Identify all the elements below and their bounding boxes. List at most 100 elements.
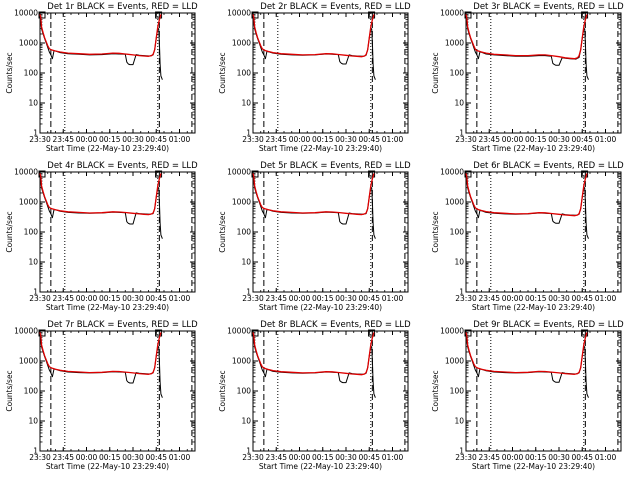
y-axis-label: Counts/sec bbox=[431, 52, 440, 93]
y-tick-label: 100 bbox=[237, 228, 252, 237]
y-tick-label: 10000 bbox=[14, 9, 38, 18]
x-tick-label: 00:30 bbox=[122, 135, 144, 144]
series-line-lld bbox=[39, 14, 162, 57]
x-axis-label: Start Time (22-May-10 23:29:40) bbox=[46, 303, 169, 312]
y-tick-label: 1000 bbox=[19, 39, 38, 48]
y-tick-label: 10000 bbox=[14, 168, 38, 177]
end-marker-box bbox=[155, 11, 163, 19]
start-marker-box bbox=[464, 329, 472, 337]
y-tick-label: 100 bbox=[450, 69, 465, 78]
end-marker-box bbox=[368, 329, 376, 337]
chart-title: Det 8r BLACK = Events, RED = LLD bbox=[260, 320, 411, 330]
plot-frame bbox=[465, 171, 622, 293]
x-tick-label: 00:45 bbox=[571, 135, 593, 144]
series-line-lld bbox=[39, 173, 162, 216]
x-tick-label: 00:30 bbox=[122, 294, 144, 303]
y-tick-label: 1 bbox=[33, 288, 38, 297]
y-axis-label: Counts/sec bbox=[218, 211, 227, 252]
start-marker-box bbox=[251, 170, 259, 178]
x-tick-label: 00:30 bbox=[335, 135, 357, 144]
y-tick-label: 10 bbox=[241, 417, 251, 426]
y-axis-label: Counts/sec bbox=[431, 211, 440, 252]
chart-panel-det4r: Det 4r BLACK = Events, RED = LLD 1 10 100 10… bbox=[5, 161, 198, 312]
y-tick-label: 10 bbox=[28, 258, 38, 267]
y-tick-label: 10 bbox=[241, 258, 251, 267]
y-tick-label: 10000 bbox=[227, 9, 251, 18]
plot-frame bbox=[39, 330, 196, 452]
chart-panel-det9r: Det 9r BLACK = Events, RED = LLD 1 10 100 10… bbox=[431, 320, 624, 471]
start-marker-box bbox=[464, 170, 472, 178]
x-axis-label: Start Time (22-May-10 23:29:40) bbox=[259, 144, 382, 153]
y-tick-label: 100 bbox=[450, 387, 465, 396]
chart-title: Det 3r BLACK = Events, RED = LLD bbox=[473, 2, 624, 12]
series-line-lld bbox=[465, 173, 588, 217]
y-tick-label: 100 bbox=[450, 228, 465, 237]
x-tick-label: 00:00 bbox=[289, 294, 311, 303]
y-axis-label: Counts/sec bbox=[5, 52, 14, 93]
x-tick-label: 00:15 bbox=[525, 135, 547, 144]
series-line-events bbox=[252, 333, 376, 398]
x-tick-label: 23:30 bbox=[29, 294, 51, 303]
end-marker-box bbox=[368, 170, 376, 178]
x-tick-label: 23:30 bbox=[455, 453, 477, 462]
y-tick-label: 1 bbox=[459, 447, 464, 456]
x-tick-label: 01:00 bbox=[595, 294, 617, 303]
x-tick-label: 23:30 bbox=[29, 135, 51, 144]
series-line-events bbox=[465, 333, 589, 398]
y-tick-label: 1 bbox=[246, 129, 251, 138]
y-tick-label: 100 bbox=[24, 387, 39, 396]
y-tick-label: 1 bbox=[33, 129, 38, 138]
series-line-events bbox=[252, 174, 376, 239]
y-axis-label: Counts/sec bbox=[5, 370, 14, 411]
y-tick-label: 1 bbox=[246, 288, 251, 297]
chart-panel-det8r: Det 8r BLACK = Events, RED = LLD 1 10 100 10… bbox=[218, 320, 411, 471]
series-line-lld bbox=[465, 332, 588, 375]
y-tick-label: 1000 bbox=[19, 198, 38, 207]
series-line-events bbox=[39, 174, 163, 239]
plot-frame bbox=[39, 171, 196, 293]
y-tick-label: 10 bbox=[454, 258, 464, 267]
x-tick-label: 00:45 bbox=[145, 135, 167, 144]
chart-panel-det6r: Det 6r BLACK = Events, RED = LLD 1 10 100 10… bbox=[431, 161, 624, 312]
plot-frame bbox=[465, 330, 622, 452]
x-tick-label: 01:00 bbox=[382, 453, 404, 462]
chart-title: Det 4r BLACK = Events, RED = LLD bbox=[47, 161, 198, 171]
x-tick-label: 23:45 bbox=[265, 294, 287, 303]
y-tick-label: 10000 bbox=[440, 168, 464, 177]
plot-frame bbox=[252, 330, 409, 452]
y-tick-label: 10 bbox=[28, 417, 38, 426]
y-tick-label: 1000 bbox=[232, 39, 251, 48]
chart-panel-det1r: Det 1r BLACK = Events, RED = LLD 1 10 100 10… bbox=[5, 2, 198, 153]
x-tick-label: 01:00 bbox=[382, 294, 404, 303]
x-tick-label: 00:45 bbox=[571, 453, 593, 462]
y-tick-label: 1 bbox=[246, 447, 251, 456]
series-line-events bbox=[39, 15, 163, 80]
x-tick-label: 00:45 bbox=[145, 453, 167, 462]
x-tick-label: 00:00 bbox=[502, 294, 524, 303]
x-tick-label: 00:00 bbox=[502, 453, 524, 462]
chart-title: Det 5r BLACK = Events, RED = LLD bbox=[260, 161, 411, 171]
x-axis-label: Start Time (22-May-10 23:29:40) bbox=[46, 144, 169, 153]
x-tick-label: 23:30 bbox=[242, 135, 264, 144]
y-tick-label: 100 bbox=[237, 69, 252, 78]
plot-frame bbox=[39, 12, 196, 134]
y-tick-label: 10 bbox=[241, 99, 251, 108]
y-tick-label: 1000 bbox=[445, 357, 464, 366]
chart-panel-det5r: Det 5r BLACK = Events, RED = LLD 1 10 100 10… bbox=[218, 161, 411, 312]
x-tick-label: 23:45 bbox=[265, 135, 287, 144]
start-marker-box bbox=[251, 11, 259, 19]
x-tick-label: 23:45 bbox=[52, 453, 74, 462]
y-tick-label: 10 bbox=[454, 417, 464, 426]
series-line-lld bbox=[252, 14, 375, 58]
x-tick-label: 00:15 bbox=[525, 453, 547, 462]
x-tick-label: 00:15 bbox=[312, 294, 334, 303]
start-marker-box bbox=[251, 329, 259, 337]
x-tick-label: 23:45 bbox=[478, 294, 500, 303]
start-marker-box bbox=[38, 170, 46, 178]
series-line-events bbox=[252, 15, 376, 80]
x-tick-label: 00:00 bbox=[502, 135, 524, 144]
y-tick-label: 1000 bbox=[445, 198, 464, 207]
x-axis-label: Start Time (22-May-10 23:29:40) bbox=[472, 144, 595, 153]
series-line-lld bbox=[465, 14, 588, 60]
